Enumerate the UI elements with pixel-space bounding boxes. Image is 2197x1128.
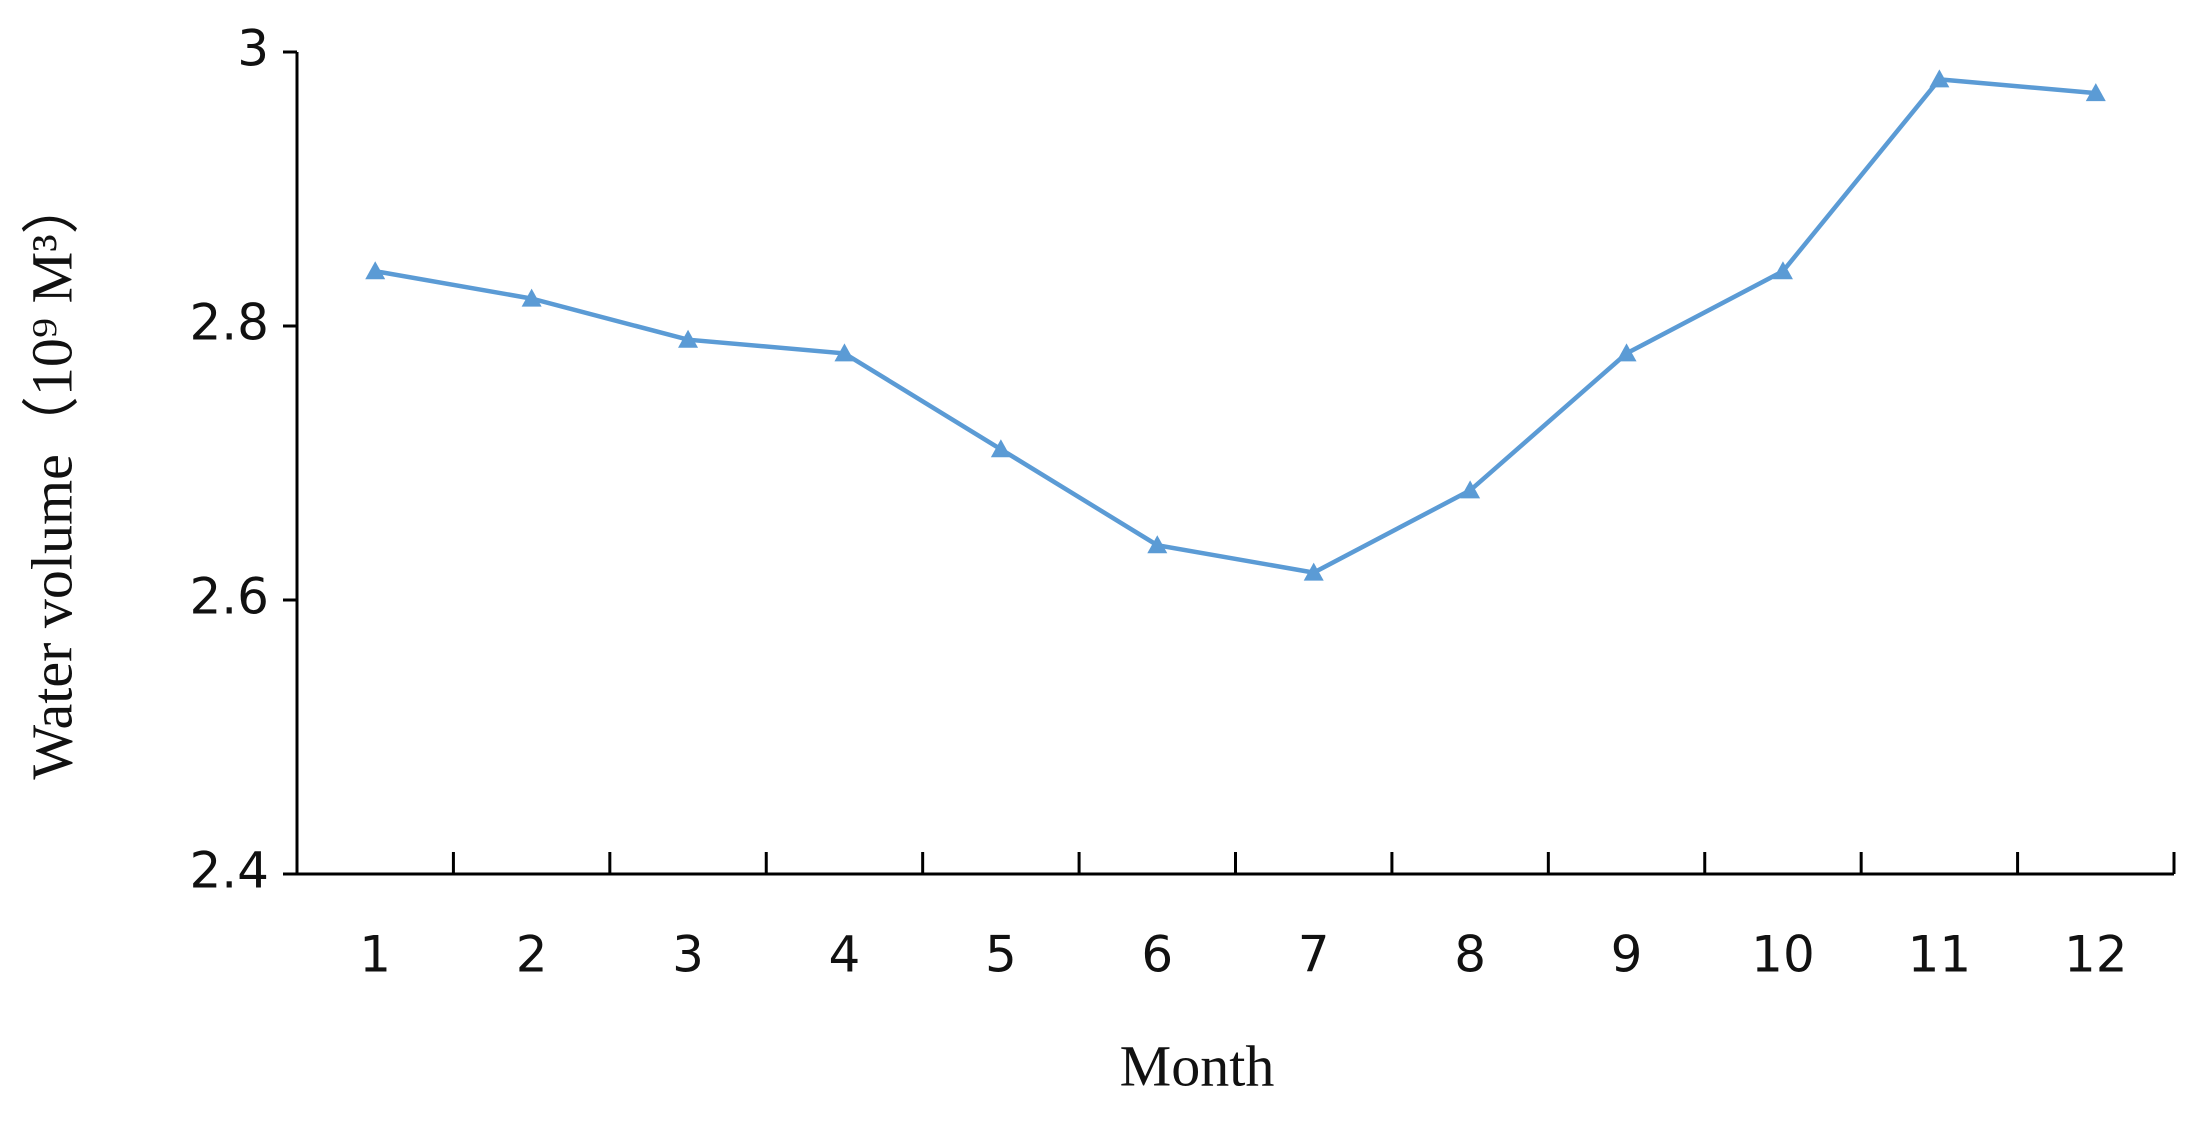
data-point bbox=[678, 329, 699, 348]
y-tick-label: 2.4 bbox=[189, 842, 269, 900]
data-point bbox=[834, 343, 855, 362]
data-point bbox=[1303, 562, 1324, 581]
data-point bbox=[1772, 261, 1793, 280]
x-tick-label: 9 bbox=[1611, 926, 1643, 984]
x-tick-label: 6 bbox=[1141, 926, 1173, 984]
x-tick-label: 2 bbox=[516, 926, 548, 984]
x-tick-label: 10 bbox=[1751, 926, 1815, 984]
data-point bbox=[365, 261, 386, 280]
data-point bbox=[1147, 535, 1168, 554]
x-tick-label: 12 bbox=[2064, 926, 2128, 984]
x-axis-label: Month bbox=[1120, 1033, 1275, 1098]
y-axis-label: Water volume（10⁹ M³） bbox=[19, 176, 84, 779]
x-tick-label: 1 bbox=[359, 926, 391, 984]
data-point bbox=[521, 288, 542, 307]
x-tick-label: 4 bbox=[829, 926, 861, 984]
data-point bbox=[2085, 83, 2106, 102]
y-tick-label: 2.8 bbox=[189, 294, 269, 352]
y-tick-label: 2.6 bbox=[189, 568, 269, 626]
x-tick-label: 5 bbox=[985, 926, 1017, 984]
x-tick-label: 8 bbox=[1454, 926, 1486, 984]
data-line bbox=[374, 77, 2096, 575]
data-point bbox=[1929, 69, 1950, 88]
x-tick-label: 3 bbox=[672, 926, 704, 984]
data-point bbox=[1460, 480, 1481, 499]
y-tick-label: 3 bbox=[237, 20, 269, 78]
data-point bbox=[1616, 343, 1637, 362]
data-point bbox=[990, 439, 1011, 458]
x-tick-label: 7 bbox=[1298, 926, 1330, 984]
x-tick-label: 11 bbox=[1908, 926, 1972, 984]
